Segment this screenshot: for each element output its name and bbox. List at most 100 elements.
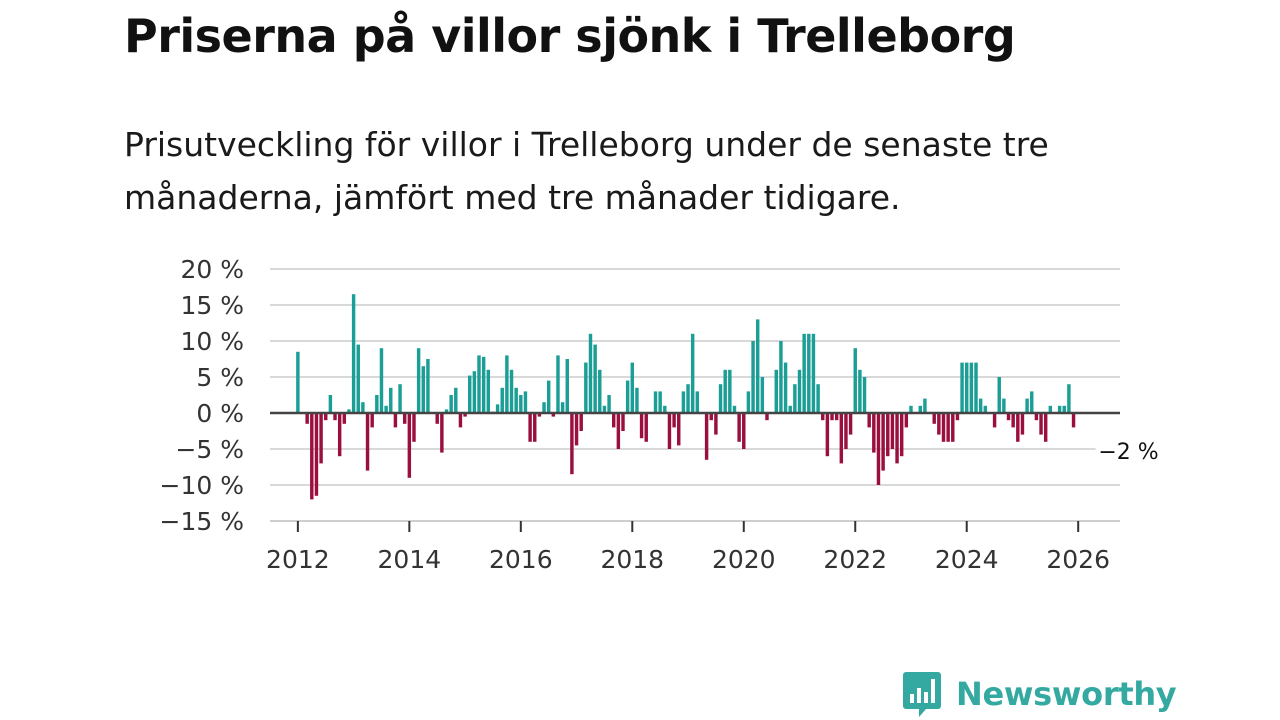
bar xyxy=(978,398,983,413)
bar xyxy=(375,395,379,413)
bar xyxy=(463,413,467,417)
bar xyxy=(556,355,560,413)
bar xyxy=(379,348,384,413)
bar xyxy=(788,405,792,413)
bar xyxy=(695,391,700,413)
bar xyxy=(895,413,899,464)
bar xyxy=(472,371,477,413)
bar xyxy=(663,405,667,413)
bar xyxy=(909,405,913,413)
bar xyxy=(607,395,611,413)
bar xyxy=(807,333,811,413)
bar xyxy=(611,413,616,428)
bar xyxy=(937,413,941,435)
bar xyxy=(314,413,319,496)
bar xyxy=(1002,398,1006,413)
x-tick-label: 2014 xyxy=(378,545,442,574)
bar xyxy=(732,405,737,413)
bar xyxy=(816,384,820,413)
bar xyxy=(337,413,342,457)
bar xyxy=(802,333,806,413)
x-tick-label: 2018 xyxy=(600,545,664,574)
bar xyxy=(449,395,453,413)
bar xyxy=(992,413,997,428)
bar xyxy=(1071,413,1076,428)
bar xyxy=(1006,413,1011,421)
bar xyxy=(509,369,514,413)
bar xyxy=(477,355,481,413)
bar xyxy=(570,413,574,475)
bar xyxy=(658,391,662,413)
x-tick-label: 2022 xyxy=(823,545,887,574)
bar xyxy=(560,402,565,413)
x-tick-label: 2016 xyxy=(489,545,553,574)
bar xyxy=(904,413,909,428)
bar xyxy=(830,413,834,421)
bar xyxy=(639,413,644,439)
axes xyxy=(270,411,1120,532)
bar xyxy=(858,369,862,413)
bar xyxy=(681,391,686,413)
bar xyxy=(519,395,523,413)
bar xyxy=(1020,413,1025,435)
y-tick-label: −15 % xyxy=(160,507,244,536)
y-tick-label: 10 % xyxy=(180,327,244,356)
bar xyxy=(853,348,857,413)
bar xyxy=(588,333,593,413)
bar xyxy=(384,405,388,413)
bar xyxy=(324,413,328,421)
bar xyxy=(886,413,890,457)
bar xyxy=(872,413,876,453)
bar xyxy=(444,409,449,413)
bar xyxy=(918,405,922,413)
newsworthy-logo: Newsworthy xyxy=(902,668,1177,720)
bar xyxy=(932,413,936,424)
bar xyxy=(774,369,778,413)
bar xyxy=(899,413,904,457)
chart-title: Priserna på villor sjönk i Trelleborg xyxy=(124,9,1016,63)
bar xyxy=(946,413,950,442)
bar xyxy=(1030,391,1034,413)
bar xyxy=(454,387,458,413)
bar xyxy=(296,351,300,413)
bar xyxy=(351,294,356,413)
y-tick-label: −10 % xyxy=(160,471,244,500)
bar xyxy=(862,377,867,413)
bar xyxy=(844,413,848,449)
bar xyxy=(876,413,881,485)
bar xyxy=(718,384,723,413)
grid-lines xyxy=(270,268,1120,522)
bar xyxy=(347,409,351,413)
x-tick-label: 2024 xyxy=(935,545,999,574)
bar xyxy=(1025,398,1029,413)
bar xyxy=(616,413,621,449)
x-tick-label: 2012 xyxy=(266,545,330,574)
bar xyxy=(923,398,927,413)
bar xyxy=(528,413,532,442)
bar xyxy=(421,366,425,413)
bar xyxy=(356,344,360,413)
bar xyxy=(714,413,718,435)
brand-name: Newsworthy xyxy=(956,675,1177,713)
bar xyxy=(723,369,727,413)
bar xyxy=(574,413,579,446)
newsworthy-bar-chart-icon xyxy=(903,672,941,717)
bar xyxy=(542,402,546,413)
bar xyxy=(546,380,551,413)
bar xyxy=(486,369,491,413)
bar xyxy=(1062,405,1066,413)
bar xyxy=(621,413,625,431)
y-tick-label: 5 % xyxy=(196,363,244,392)
bar xyxy=(672,413,676,428)
bar xyxy=(965,362,969,413)
bar xyxy=(737,413,741,442)
bar xyxy=(310,413,314,500)
bar xyxy=(890,413,895,449)
bar xyxy=(783,362,788,413)
bar xyxy=(797,369,802,413)
bar xyxy=(742,413,746,449)
bar xyxy=(1043,413,1048,442)
bar xyxy=(407,413,412,478)
bar xyxy=(839,413,844,464)
labels: 20 % 15 % 10 % 5 % 0 % −5 % −10 % −15 % 2012 2014… xyxy=(160,255,1162,574)
